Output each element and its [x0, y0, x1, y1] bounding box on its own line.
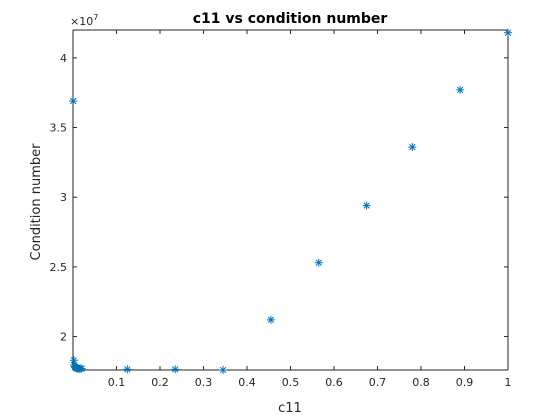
x-tick-label: 0.3: [195, 376, 213, 389]
y-tick-label: 2: [60, 331, 67, 344]
y-axis-ticks: 2 2.5 3 3.5 4: [50, 52, 508, 344]
x-axis-label: c11: [278, 401, 302, 416]
x-axis-ticks: 0.1 0.2 0.3 0.4 0.5 0.6 0.7 0.8 0.9 1: [108, 30, 512, 389]
x-tick-label: 0.5: [282, 376, 300, 389]
data-point: [123, 365, 132, 374]
chart-title: c11 vs condition number: [193, 11, 388, 27]
y-tick-label: 4: [60, 52, 67, 65]
data-point: [266, 315, 275, 324]
exponent-power: 7: [93, 13, 98, 22]
svg-text:×107: ×107: [70, 13, 98, 28]
data-point: [69, 356, 78, 365]
data-point: [362, 201, 371, 210]
exponent-base: 10: [79, 15, 93, 28]
y-tick-label: 3: [60, 191, 67, 204]
x-tick-label: 0.2: [151, 376, 169, 389]
data-point: [219, 366, 228, 374]
data-point: [408, 143, 417, 152]
x-tick-label: 0.4: [238, 376, 256, 389]
data-point: [171, 365, 180, 374]
y-tick-label: 2.5: [50, 261, 68, 274]
x-tick-label: 0.9: [456, 376, 474, 389]
x-tick-label: 0.1: [108, 376, 126, 389]
data-point: [69, 97, 78, 106]
x-tick-label: 0.6: [325, 376, 343, 389]
y-exponent-label: ×107: [70, 13, 98, 28]
y-tick-label: 3.5: [50, 122, 68, 135]
data-point: [77, 364, 86, 373]
plot-area: [73, 30, 508, 370]
data-point: [456, 85, 465, 94]
y-axis-label: Condition number: [29, 143, 44, 261]
x-tick-label: 0.7: [369, 376, 387, 389]
data-points: [69, 28, 512, 374]
x-tick-label: 1: [505, 376, 512, 389]
x-tick-label: 0.8: [412, 376, 430, 389]
data-point: [504, 28, 512, 37]
data-point: [314, 258, 323, 267]
